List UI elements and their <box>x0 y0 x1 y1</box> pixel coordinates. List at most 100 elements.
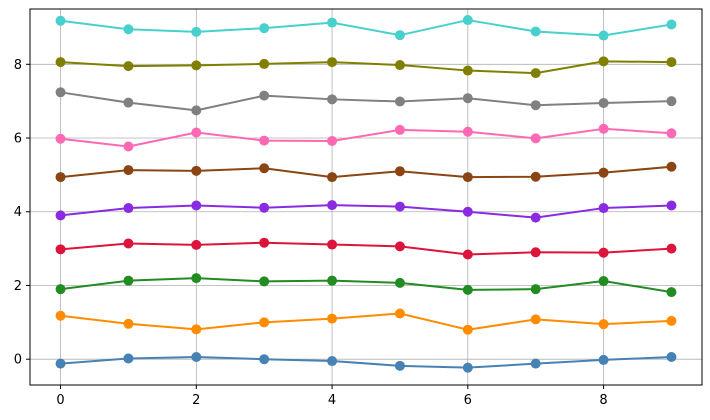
data-point <box>191 60 202 71</box>
series-2 <box>55 273 677 298</box>
data-point <box>462 284 473 295</box>
data-point <box>462 172 473 183</box>
data-point <box>259 163 270 174</box>
data-point <box>598 354 609 365</box>
series-9 <box>55 15 677 41</box>
series-line <box>60 312 672 331</box>
data-point <box>259 354 270 365</box>
series-line <box>60 165 672 179</box>
data-point <box>598 123 609 134</box>
data-point <box>530 247 541 258</box>
y-tick-label: 8 <box>14 58 22 73</box>
data-point <box>462 93 473 104</box>
series-0 <box>55 351 677 373</box>
data-point <box>327 356 338 367</box>
data-point <box>394 30 405 41</box>
plot-frame <box>29 8 703 386</box>
data-point <box>191 239 202 250</box>
x-tick-label: 2 <box>192 393 200 408</box>
axis-ticks: 0 2 4 6 8 0 2 4 6 8 <box>14 58 608 408</box>
data-point <box>530 100 541 111</box>
series-4 <box>55 200 677 223</box>
data-point <box>191 351 202 362</box>
series-line <box>60 241 672 256</box>
series-3 <box>55 237 677 260</box>
data-point <box>394 124 405 135</box>
data-point <box>55 210 66 221</box>
data-point <box>530 212 541 223</box>
data-point <box>55 310 66 321</box>
data-point <box>666 19 677 30</box>
data-point <box>530 284 541 295</box>
data-point <box>666 128 677 139</box>
x-tick-label: 4 <box>328 393 336 408</box>
data-point <box>394 360 405 371</box>
data-point <box>327 17 338 28</box>
data-point <box>123 141 134 152</box>
data-point <box>530 68 541 79</box>
data-point <box>530 171 541 182</box>
data-point <box>123 353 134 364</box>
data-point <box>394 60 405 71</box>
data-point <box>259 202 270 213</box>
data-point <box>462 206 473 217</box>
data-point <box>666 287 677 298</box>
data-point <box>191 127 202 138</box>
data-point <box>191 273 202 284</box>
data-point <box>530 133 541 144</box>
data-point <box>598 247 609 258</box>
data-point <box>598 167 609 178</box>
series-line <box>60 355 672 369</box>
data-point <box>666 200 677 211</box>
data-point <box>327 57 338 68</box>
data-point <box>327 172 338 183</box>
data-point <box>259 276 270 287</box>
data-point <box>55 284 66 295</box>
data-point <box>259 58 270 69</box>
data-point <box>123 318 134 329</box>
data-point <box>327 275 338 286</box>
data-point <box>259 90 270 101</box>
data-point <box>55 133 66 144</box>
y-tick-label: 4 <box>14 205 22 220</box>
data-point <box>394 166 405 177</box>
data-point <box>123 203 134 214</box>
data-point <box>191 26 202 37</box>
data-point <box>259 23 270 34</box>
y-tick-label: 2 <box>14 279 22 294</box>
data-point <box>55 87 66 98</box>
data-point <box>394 277 405 288</box>
data-point <box>191 165 202 176</box>
data-point <box>530 358 541 369</box>
data-point <box>327 200 338 211</box>
data-point <box>394 96 405 107</box>
data-point <box>666 243 677 254</box>
data-point <box>598 276 609 287</box>
data-point <box>462 65 473 76</box>
data-point <box>394 241 405 252</box>
data-point <box>666 315 677 326</box>
data-point <box>327 313 338 324</box>
x-tick-label: 8 <box>599 393 607 408</box>
data-point <box>462 362 473 373</box>
data-point <box>191 200 202 211</box>
data-point <box>123 275 134 286</box>
data-point <box>123 61 134 72</box>
data-point <box>462 249 473 260</box>
data-point <box>462 126 473 137</box>
data-point <box>55 172 66 183</box>
series-7 <box>55 87 677 116</box>
data-point <box>327 239 338 250</box>
data-point <box>462 15 473 26</box>
data-point <box>123 238 134 249</box>
data-point <box>530 314 541 325</box>
data-point <box>327 135 338 146</box>
data-point <box>666 57 677 68</box>
x-tick-label: 6 <box>464 393 472 408</box>
data-point <box>55 57 66 68</box>
data-point <box>462 324 473 335</box>
data-point <box>259 135 270 146</box>
series-6 <box>55 123 677 152</box>
y-tick-label: 0 <box>14 353 22 368</box>
